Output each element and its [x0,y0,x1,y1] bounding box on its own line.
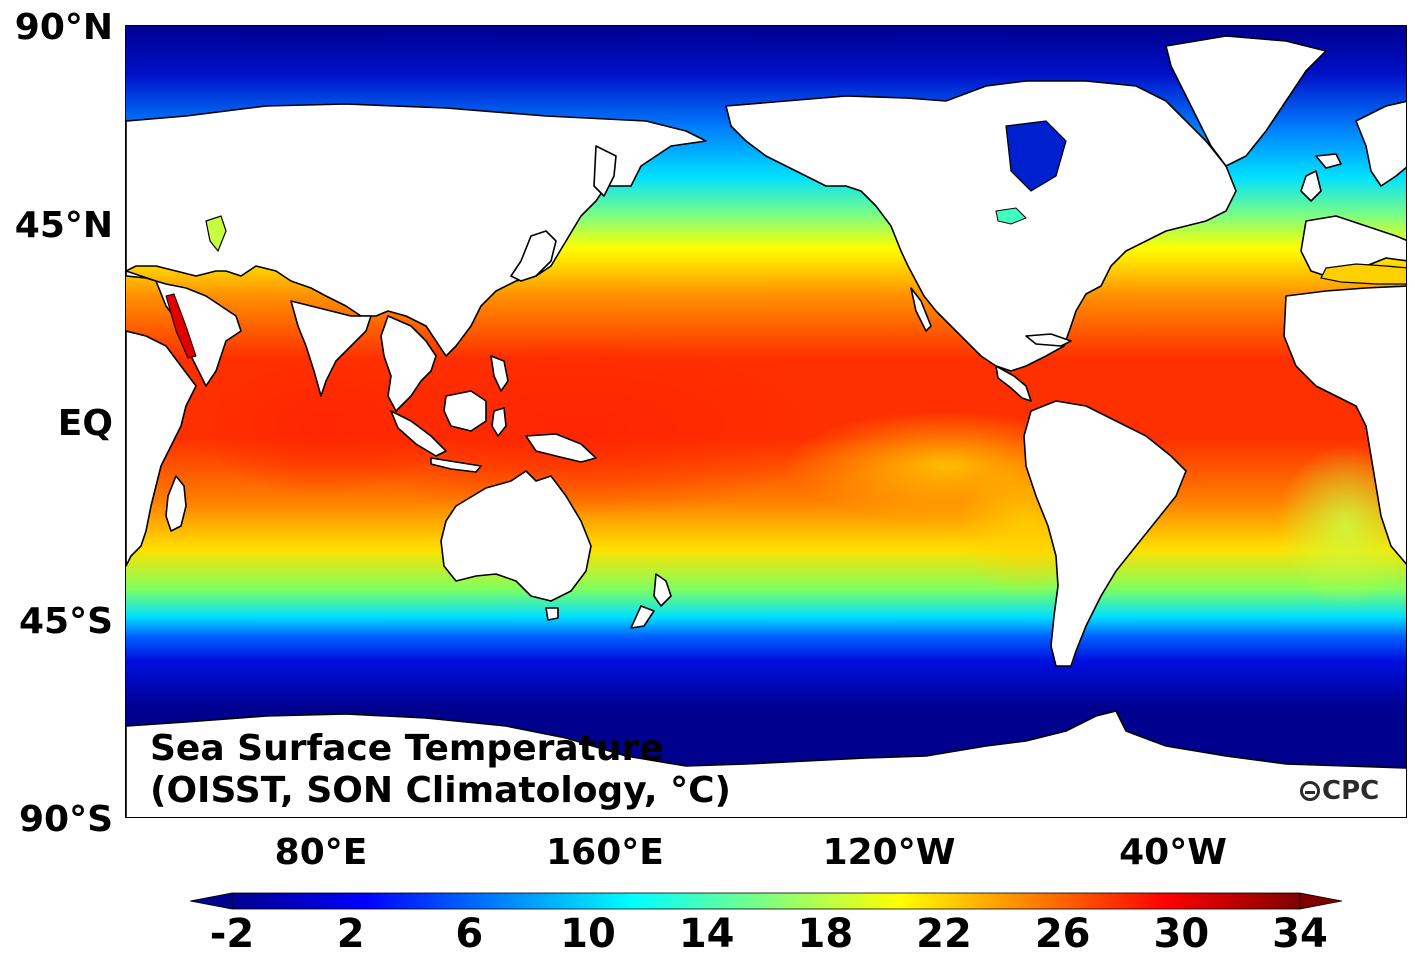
colorbar-tick-label: 10 [560,911,616,957]
map-title-line1: Sea Surface Temperature [150,728,664,769]
lon-label-160e: 160°E [546,832,664,873]
land-baja [910,287,932,332]
hudson-bay [1005,120,1067,192]
land-iceland [1315,153,1342,169]
antarctic-ice-shelf [606,756,1026,792]
colorbar-min-extend-arrow [190,892,233,910]
mediterranean-sea [1320,263,1406,285]
cpc-logo: CPC [1300,776,1379,806]
land-western-europe [1300,215,1406,277]
land-eurasia [126,103,707,357]
red-sea [165,293,197,359]
lon-label-120w: 120°W [822,832,956,873]
sst-map [125,25,1407,818]
land-borneo [443,390,487,432]
land-australia [440,470,592,602]
sst-map-canvas [126,26,1406,817]
land-java [430,457,482,473]
land-british-isles [1300,170,1322,202]
benguela-cool-water [1276,446,1406,606]
west-pacific-warm-pool [316,336,836,516]
colorbar-tick-label: -2 [209,911,255,957]
land-cuba [1025,333,1072,347]
land-greenland [1165,35,1327,167]
colorbar-tick-label: 22 [916,911,972,957]
land-kamchatka [593,145,617,197]
colorbar-tick-label: 34 [1272,911,1328,957]
lat-label-eq: EQ [57,403,113,444]
land-philippines [490,355,509,392]
colorbar-bar [231,892,1301,910]
land-japan [510,230,557,282]
land-sumatra [390,410,447,457]
land-new-zealand-south [630,605,655,629]
great-lakes [995,207,1027,225]
land-antarctica [126,710,1406,817]
land-north-america [725,80,1237,372]
land-tasmania [545,607,559,621]
map-title-line2: (OISST, SON Climatology, °C) [150,770,731,811]
land-south-america [1023,400,1187,667]
map-title: Sea Surface Temperature (OISST, SON Clim… [150,728,731,812]
land-new-zealand [653,573,672,607]
land-india [290,300,372,397]
land-sulawesi [491,407,507,437]
land-indochina [380,315,437,412]
land-scandinavia [1355,100,1406,187]
land-central-america [995,365,1032,402]
lat-label-45s: 45°S [18,601,113,642]
lat-label-90n: 90°N [14,7,113,48]
cpc-logo-icon [1300,781,1320,801]
colorbar-tick-label: 2 [336,911,365,957]
lat-label-90s: 90°S [18,799,113,840]
colorbar-tick-label: 26 [1034,911,1091,957]
colorbar [190,892,1342,910]
land-africa [126,330,197,567]
caspian-sea [205,215,227,253]
lon-label-40w: 40°W [1119,832,1227,873]
colorbar-tick-label: 6 [455,911,484,957]
colorbar-tick-label: 30 [1153,911,1210,957]
cpc-logo-text: CPC [1322,776,1380,806]
land-new-guinea [525,433,597,463]
colorbar-max-extend-arrow [1299,892,1342,910]
colorbar-tick-label: 14 [678,911,735,957]
lat-label-45n: 45°N [14,205,113,246]
land-madagascar [165,475,187,532]
land-west-africa [1283,285,1406,565]
colorbar-tick-label: 18 [797,911,854,957]
lon-label-80e: 80°E [274,832,368,873]
